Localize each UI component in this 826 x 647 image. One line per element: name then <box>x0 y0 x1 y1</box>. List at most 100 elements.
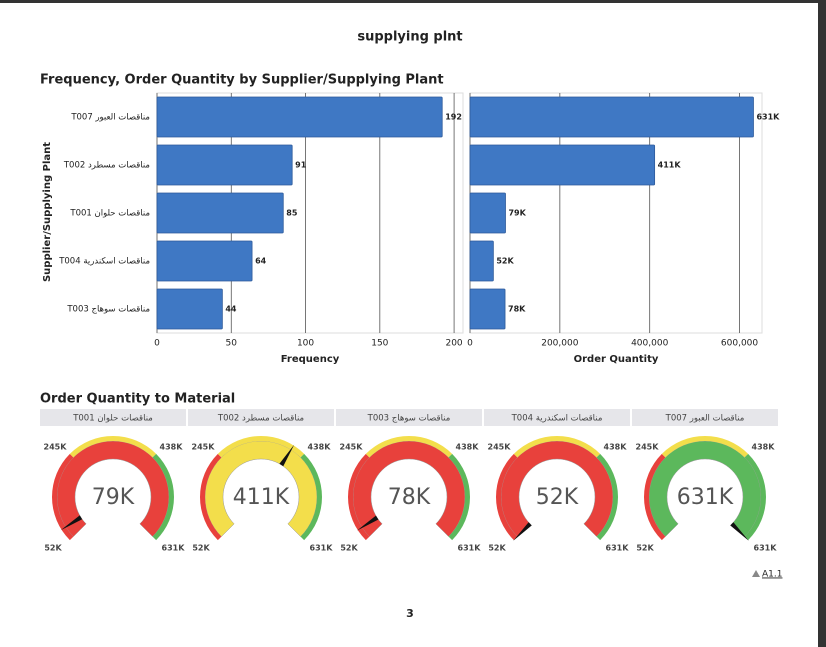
value-label: 192 <box>445 113 462 122</box>
gauge-scale-label: 438K <box>308 443 332 452</box>
frame-right <box>818 0 826 647</box>
gauge-scale-label: 245K <box>340 443 364 452</box>
gauge-scale-label: 438K <box>604 443 628 452</box>
gauge-scale-label: 52K <box>192 544 210 553</box>
gauge-band <box>217 436 305 458</box>
frame-top <box>0 0 826 3</box>
category-label: T001 مناقصات حلوان <box>69 209 150 219</box>
gauge-band <box>744 453 766 541</box>
gauge-scale-label: 52K <box>636 544 654 553</box>
gauge-band <box>52 453 74 541</box>
footnote: A1.1 <box>762 570 782 580</box>
gauge-header <box>336 409 482 426</box>
gauge-needle <box>513 522 532 541</box>
value-label: 44 <box>225 305 237 314</box>
gauge-band <box>200 453 222 541</box>
y-axis-label: Supplier/Supplying Plant <box>42 142 53 282</box>
gauge-scale-label: 438K <box>456 443 480 452</box>
x-tick-label: 100 <box>297 339 314 349</box>
gauge-band <box>496 453 518 541</box>
category-label: T003 مناقصات سوهاج <box>66 305 150 315</box>
bar <box>156 288 223 330</box>
gauge-value: 52K <box>536 485 579 510</box>
value-label: 52K <box>496 257 514 266</box>
gauge-scale-label: 438K <box>160 443 184 452</box>
page-number: 3 <box>406 607 414 620</box>
bar <box>469 288 506 330</box>
x-tick-label: 600,000 <box>721 339 758 349</box>
value-label: 79K <box>508 209 526 218</box>
gauge-label: T003 مناقصات سوهاج <box>367 414 451 424</box>
gauge-scale-label: 52K <box>340 544 358 553</box>
chart-title: Frequency, Order Quantity by Supplier/Su… <box>40 73 444 88</box>
gauge-value: 79K <box>92 485 135 510</box>
gauge-needle <box>730 522 749 541</box>
gauge-band <box>152 453 174 541</box>
gauge-header <box>40 409 186 426</box>
gauge-scale-label: 631K <box>162 544 186 553</box>
gauge-value: 411K <box>233 485 290 510</box>
bar <box>156 144 293 186</box>
x-tick-label: 0 <box>154 339 160 349</box>
gauge-label: T007 مناقصات العبور <box>665 414 745 424</box>
gauge-band <box>300 453 322 541</box>
gauge-scale-label: 631K <box>458 544 482 553</box>
gauge-scale-label: 245K <box>192 443 216 452</box>
gauge-scale-label: 245K <box>636 443 660 452</box>
x-axis-label: Order Quantity <box>574 354 659 365</box>
category-label: T007 مناقصات العبور <box>70 113 150 123</box>
value-label: 91 <box>295 161 307 170</box>
gauge-header <box>188 409 334 426</box>
footnote-icon <box>752 570 760 577</box>
gauge-scale-label: 245K <box>488 443 512 452</box>
gauge-scale-label: 438K <box>752 443 776 452</box>
gauge-band <box>596 453 618 541</box>
gauge-band <box>644 453 666 541</box>
value-label: 631K <box>756 113 780 122</box>
gauge-needle <box>60 515 83 531</box>
value-label: 64 <box>255 257 267 266</box>
x-tick-label: 200 <box>445 339 462 349</box>
gauge-scale-label: 52K <box>44 544 62 553</box>
gauge-label: T001 مناقصات حلوان <box>72 414 153 424</box>
bar <box>469 144 656 186</box>
x-tick-label: 50 <box>226 339 238 349</box>
bar <box>469 192 506 234</box>
gauge-needle <box>279 444 295 467</box>
x-tick-label: 200,000 <box>541 339 578 349</box>
bar <box>469 240 494 282</box>
gauge-value: 631K <box>677 485 734 510</box>
bar <box>469 96 754 138</box>
category-label: T002 مناقصات مسطرد <box>63 161 150 171</box>
gauge-scale-label: 631K <box>754 544 778 553</box>
gauge-label: T004 مناقصات اسكندرية <box>511 414 603 424</box>
chart-title: Order Quantity to Material <box>40 392 235 407</box>
gauge-scale-label: 245K <box>44 443 68 452</box>
gauge-band <box>448 453 470 541</box>
gauge-band <box>365 436 453 458</box>
x-axis-label: Frequency <box>281 354 340 365</box>
gauge-value: 78K <box>388 485 431 510</box>
page-title: supplying plnt <box>357 30 462 45</box>
gauge-band <box>513 436 601 458</box>
gauge-needle <box>356 515 379 531</box>
x-tick-label: 150 <box>371 339 388 349</box>
gauge-header <box>632 409 778 426</box>
category-label: T004 مناقصات اسكندرية <box>58 257 150 267</box>
value-label: 411K <box>658 161 682 170</box>
gauge-band <box>348 453 370 541</box>
gauge-scale-label: 631K <box>606 544 630 553</box>
gauge-label: T002 مناقصات مسطرد <box>217 414 304 424</box>
value-label: 78K <box>508 305 526 314</box>
gauge-band <box>69 436 157 458</box>
value-label: 85 <box>286 209 298 218</box>
x-tick-label: 0 <box>467 339 473 349</box>
gauge-header <box>484 409 630 426</box>
bar <box>156 240 253 282</box>
gauge-band <box>661 436 749 458</box>
bar <box>156 96 443 138</box>
bar <box>156 192 284 234</box>
gauge-scale-label: 52K <box>488 544 506 553</box>
gauge-scale-label: 631K <box>310 544 334 553</box>
